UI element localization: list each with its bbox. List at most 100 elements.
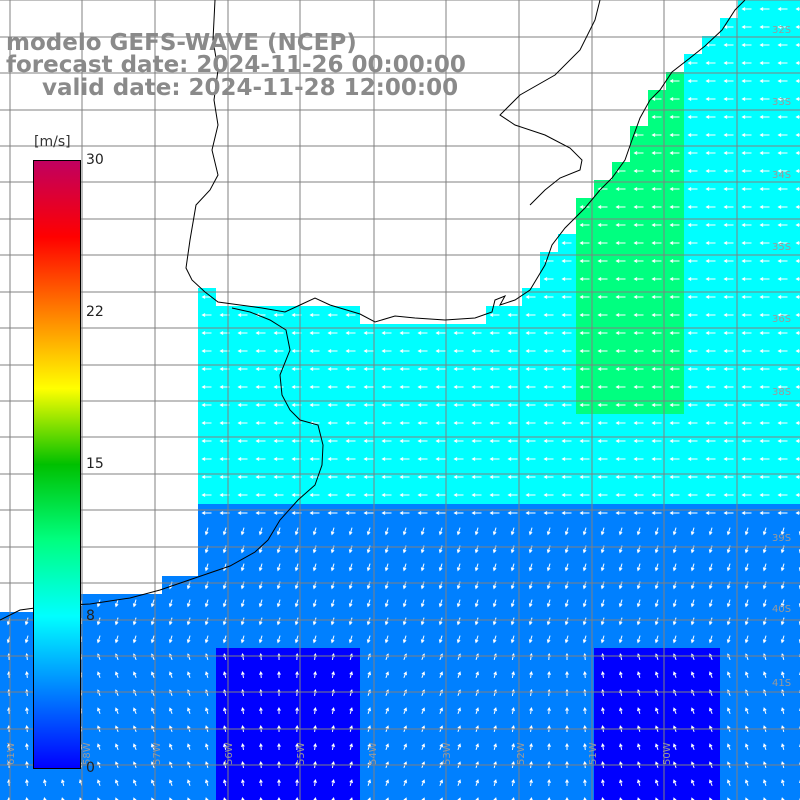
wind-vector-arrow [381,403,392,407]
wind-vector-arrow [651,205,662,209]
wind-vector-arrow [723,151,734,155]
wind-vector-arrow [385,779,389,786]
wind-vector-arrow [345,385,356,389]
wind-vector-arrow [528,617,533,626]
wind-vector-arrow [366,599,371,608]
wind-vector-arrow [474,617,479,626]
wind-vector-arrow [777,115,788,119]
wind-vector-arrow [723,385,734,389]
longitude-label: 55W [296,742,307,765]
wind-vector-arrow [633,187,644,191]
wind-vector-arrow [471,331,482,335]
wind-vector-arrow [636,563,641,572]
wind-vector-arrow [795,187,800,191]
wind-vector-arrow [381,349,392,353]
wind-vector-arrow [439,707,443,714]
wind-vector-arrow [367,743,371,751]
wind-vector-arrow [777,79,788,83]
wind-vector-arrow [762,599,767,608]
wind-vector-arrow [651,493,662,497]
wind-vector-arrow [619,779,623,787]
wind-vector-arrow [546,563,551,572]
wind-vector-arrow [705,259,716,263]
wind-vector-arrow [489,511,500,515]
wind-vector-arrow [597,295,608,299]
wind-vector-arrow [705,115,716,119]
wind-vector-arrow [561,421,572,425]
wind-vector-arrow [507,367,518,371]
wind-vector-arrow [759,205,770,209]
wind-vector-arrow [633,367,644,371]
wind-vector-arrow [205,779,209,787]
wind-vector-arrow [223,743,227,751]
wind-vector-arrow [529,743,533,751]
wind-vector-arrow [438,617,443,626]
wind-vector-arrow [565,670,569,679]
wind-vector-arrow [795,295,800,299]
wind-vector-arrow [313,670,317,679]
wind-vector-arrow [417,457,428,461]
wind-vector-arrow [615,511,626,515]
wind-vector-arrow [759,349,770,353]
wind-vector-arrow [673,707,677,714]
wind-vector-arrow [205,707,209,715]
wind-vector-arrow [705,151,716,155]
wind-vector-arrow [24,617,29,626]
wind-vector-arrow [615,277,626,281]
latitude-label: 35S [772,242,791,253]
wind-vector-arrow [565,706,569,715]
wind-vector-arrow [168,617,173,626]
wind-vector-arrow [240,617,245,626]
wind-vector-arrow [223,671,227,679]
wind-vector-arrow [759,43,770,47]
wind-vector-arrow [507,349,518,353]
wind-vector-arrow [633,169,644,173]
wind-vector-arrow [705,349,716,353]
latitude-label: 38S [772,387,791,398]
wind-vector-arrow [528,527,533,536]
wind-vector-arrow [708,635,713,644]
wind-vector-arrow [691,797,695,800]
wind-vector-arrow [561,349,572,353]
wind-speed-cell [792,594,800,612]
wind-vector-arrow [654,599,659,608]
wind-vector-arrow [471,511,482,515]
wind-vector-arrow [507,421,518,425]
wind-vector-arrow [759,457,770,461]
wind-vector-arrow [363,421,374,425]
wind-vector-arrow [795,169,800,173]
wind-vector-arrow [597,439,608,443]
wind-vector-arrow [745,707,749,714]
wind-vector-arrow [345,439,356,443]
wind-vector-arrow [619,671,623,679]
wind-vector-arrow [759,493,770,497]
wind-vector-arrow [399,511,410,515]
wind-vector-arrow [582,617,587,626]
wind-vector-arrow [489,421,500,425]
wind-vector-arrow [795,367,800,371]
wind-vector-arrow [633,295,644,299]
wind-vector-arrow [399,475,410,479]
wind-vector-arrow [151,743,155,750]
wind-vector-arrow [510,527,515,536]
wind-vector-arrow [201,313,212,317]
wind-vector-arrow [525,349,536,353]
wind-vector-arrow [348,563,353,572]
wind-vector-arrow [96,617,101,626]
wind-vector-arrow [24,635,29,644]
wind-vector-arrow [331,779,335,787]
wind-vector-arrow [273,475,284,479]
wind-vector-arrow [579,205,590,209]
wind-vector-arrow [687,331,698,335]
wind-speed-cell [792,612,800,630]
wind-vector-arrow [741,241,752,245]
wind-vector-arrow [546,617,551,626]
wind-vector-arrow [651,259,662,263]
latitude-label: 40S [772,604,791,615]
wind-vector-arrow [331,743,335,751]
wind-vector-arrow [579,313,590,317]
wind-vector-arrow [201,295,212,299]
wind-vector-arrow [417,493,428,497]
wind-vector-arrow [402,599,407,608]
